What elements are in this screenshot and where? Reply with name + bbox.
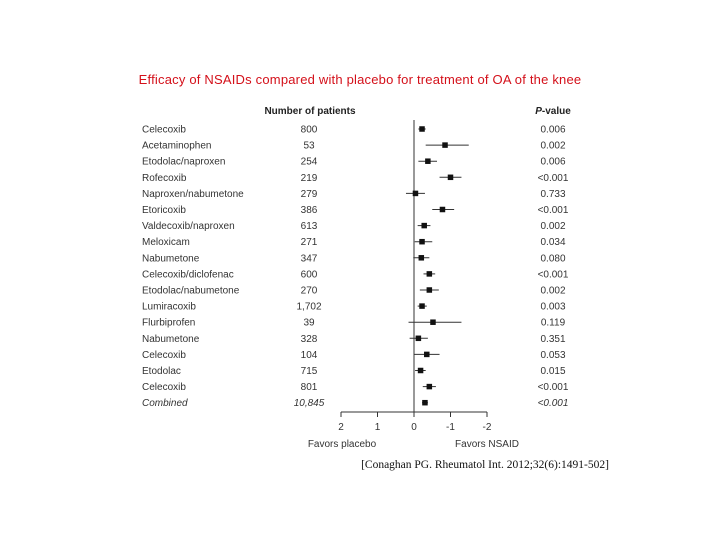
favors-placebo-label: Favors placebo: [308, 439, 377, 450]
chart-title: Efficacy of NSAIDs compared with placebo…: [138, 72, 582, 87]
study-label: Etodolac/naproxen: [142, 157, 225, 168]
effect-marker: [419, 238, 425, 245]
patient-count: 254: [301, 157, 318, 168]
study-label: Meloxicam: [142, 237, 190, 248]
study-label: Etodolac: [142, 366, 181, 377]
study-label: Etodolac/nabumetone: [142, 286, 240, 297]
effect-marker: [419, 303, 425, 309]
effect-marker: [439, 206, 446, 213]
pvalue-value: <0.001: [538, 173, 569, 184]
header-number-of-patients: Number of patients: [264, 106, 356, 117]
patient-count: 39: [303, 318, 315, 329]
patient-count: 600: [301, 269, 318, 280]
pvalue-value: 0.006: [540, 157, 565, 168]
pvalue-value: 0.053: [540, 350, 565, 361]
study-labels: Celecoxib Acetaminophen Etodolac/naproxen R…: [142, 125, 244, 410]
pvalue-value: <0.001: [538, 398, 569, 409]
study-label: Lumiracoxib: [142, 302, 196, 313]
study-label: Etoricoxib: [142, 205, 186, 216]
effect-marker: [424, 351, 430, 358]
study-label: Celecoxib: [142, 125, 186, 136]
study-label: Naproxen/nabumetone: [142, 189, 244, 200]
effect-marker: [426, 271, 433, 277]
effect-marker: [417, 367, 424, 374]
header-pvalue-italic: P: [535, 106, 542, 117]
study-label: Valdecoxib/naproxen: [142, 221, 235, 232]
pvalue-value: 0.034: [540, 237, 565, 248]
pvalue-value: 0.351: [540, 334, 565, 345]
effect-marker: [419, 126, 425, 132]
patient-count: 53: [303, 141, 315, 152]
patient-count: 328: [301, 334, 318, 345]
favors-nsaid-label: Favors NSAID: [455, 439, 519, 450]
x-tick-label: -1: [446, 422, 455, 433]
effect-marker: [442, 142, 448, 148]
study-label: Flurbiprofen: [142, 318, 195, 329]
x-tick-label: -2: [483, 422, 492, 433]
effect-marker: [421, 222, 427, 229]
citation: [Conaghan PG. Rheumatol Int. 2012;32(6):…: [361, 459, 609, 471]
effect-marker: [426, 287, 433, 293]
effect-marker: [426, 383, 433, 390]
study-label: Rofecoxib: [142, 173, 187, 184]
patient-count: 104: [301, 350, 318, 361]
study-label: Acetaminophen: [142, 141, 212, 152]
patient-counts: 800 53 254 219 279 386 613 271 347 600 270 1,702 39 3…: [294, 125, 325, 410]
effect-marker: [447, 174, 454, 181]
patient-count: 1,702: [296, 302, 321, 313]
patient-count: 271: [301, 237, 318, 248]
patient-count: 219: [301, 173, 318, 184]
pvalue-value: <0.001: [538, 205, 569, 216]
effect-marker: [415, 335, 422, 342]
patient-count: 386: [301, 205, 318, 216]
patient-count: 347: [301, 253, 318, 264]
x-tick-label: 0: [411, 422, 417, 433]
pvalue-value: 0.002: [540, 286, 565, 297]
effect-markers: [412, 126, 454, 406]
patient-count: 800: [301, 125, 318, 136]
study-label: Celecoxib/diclofenac: [142, 269, 234, 280]
x-tick-label: 2: [338, 422, 344, 433]
pvalue-value: 0.003: [540, 302, 565, 313]
study-label: Combined: [142, 398, 188, 409]
effect-marker: [412, 190, 419, 197]
patient-count: 801: [301, 382, 318, 393]
confidence-intervals: [405, 128, 469, 404]
patient-count: 270: [301, 286, 318, 297]
study-label: Nabumetone: [142, 334, 200, 345]
pvalue-value: 0.119: [541, 318, 566, 329]
pvalue-value: 0.080: [540, 253, 565, 264]
study-label: Celecoxib: [142, 382, 186, 393]
pvalue-value: 0.002: [540, 141, 565, 152]
study-label: Nabumetone: [142, 253, 200, 264]
pvalue-value: <0.001: [538, 269, 569, 280]
x-axis: 2 1 0 -1 -2: [338, 411, 492, 433]
summary-marker: [422, 399, 428, 406]
study-label: Celecoxib: [142, 350, 186, 361]
x-tick-label: 1: [375, 422, 381, 433]
pvalue-value: 0.733: [540, 189, 565, 200]
patient-count: 10,845: [294, 398, 325, 409]
header-pvalue: P-value: [535, 106, 571, 117]
effect-marker: [425, 158, 431, 164]
effect-marker: [430, 319, 436, 325]
pvalue-value: <0.001: [538, 382, 569, 393]
patient-count: 279: [301, 189, 318, 200]
effect-marker: [418, 255, 425, 261]
pvalue-value: 0.015: [540, 366, 565, 377]
pvalue-value: 0.006: [540, 125, 565, 136]
header-pvalue-rest: -value: [542, 106, 571, 117]
pvalues: 0.006 0.002 0.006 <0.001 0.733 <0.001 0.002 0.0…: [538, 125, 569, 410]
patient-count: 613: [301, 221, 318, 232]
pvalue-value: 0.002: [540, 221, 565, 232]
patient-count: 715: [301, 366, 318, 377]
